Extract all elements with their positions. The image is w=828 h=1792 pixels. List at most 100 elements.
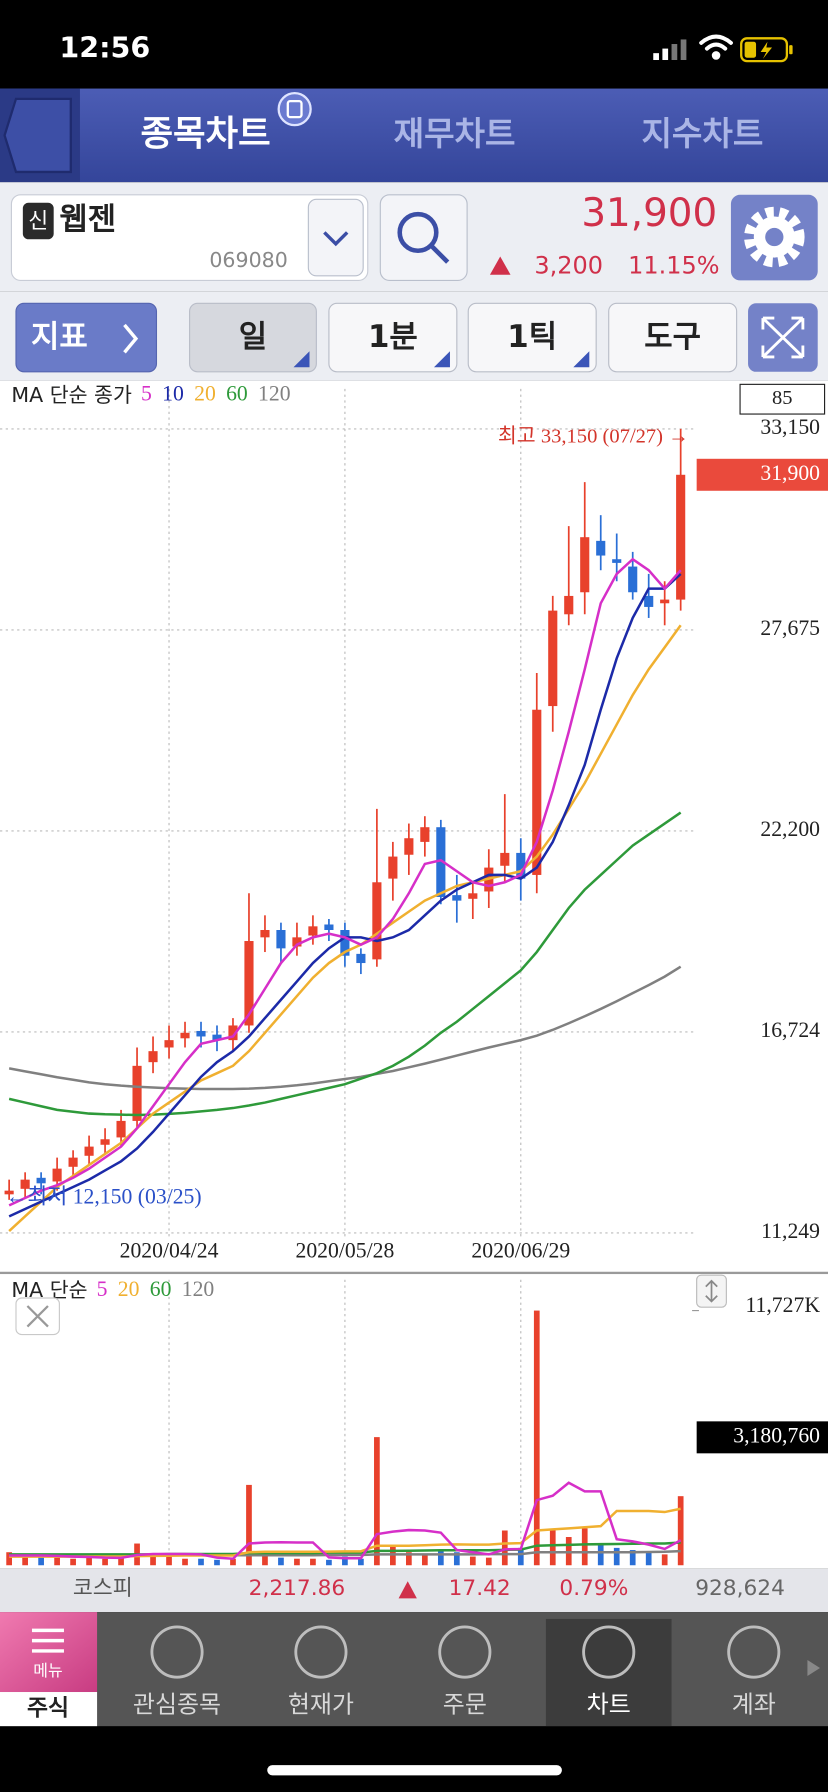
- candle-body: [52, 1168, 62, 1182]
- candle-body: [356, 953, 366, 964]
- volume-bar: [230, 1558, 236, 1566]
- nav-label[interactable]: 관심종목: [133, 1691, 221, 1719]
- nav-icon[interactable]: [727, 1625, 781, 1679]
- candle-body: [660, 599, 670, 604]
- nav-icon[interactable]: [438, 1625, 492, 1679]
- candle-body: [340, 930, 350, 956]
- close-icon: [26, 1305, 49, 1328]
- candle-body: [644, 595, 654, 607]
- volume-bar: [469, 1556, 476, 1566]
- resize-icon: [705, 1279, 718, 1303]
- up-triangle: [489, 256, 511, 275]
- ma-line: [9, 1541, 681, 1556]
- tab-badge-icon: [277, 91, 312, 127]
- section-tab[interactable]: [0, 1692, 98, 1727]
- volume-bar: [310, 1558, 316, 1566]
- toolbar-button[interactable]: [189, 302, 317, 373]
- nav-items: 관심종목 현재가 주문 차트 계좌: [133, 1618, 781, 1727]
- toolbar-button[interactable]: [15, 302, 158, 373]
- menu-icon: [31, 1628, 64, 1653]
- toolbar-button[interactable]: [328, 302, 458, 373]
- ma-line: [8, 557, 682, 1207]
- volume-bar: [533, 1310, 540, 1566]
- stock-badge-bg: [22, 202, 54, 240]
- count-label: 85: [772, 387, 793, 409]
- nav-label[interactable]: 주문: [443, 1691, 487, 1719]
- candle-body: [420, 827, 430, 842]
- volume-bar: [182, 1558, 188, 1566]
- legend-entry: 10: [162, 382, 184, 406]
- volume-bar: [581, 1528, 588, 1566]
- candle-body: [436, 827, 446, 897]
- back-arrow: [3, 97, 72, 174]
- stock-change: 3,200: [534, 252, 603, 280]
- status-time: 12:56: [59, 31, 150, 65]
- y-tick-label: 11,249: [761, 1219, 820, 1243]
- candle-body: [612, 559, 622, 563]
- volume-bar: [118, 1556, 124, 1566]
- volume-bar: [358, 1558, 364, 1566]
- candle-body: [388, 856, 398, 879]
- index-volume: 928,624: [695, 1576, 785, 1601]
- y-tick-label: 11,727K: [746, 1293, 821, 1317]
- volume-bar: [262, 1552, 268, 1566]
- volume-bar: [70, 1558, 76, 1566]
- volume-bar: [102, 1558, 108, 1566]
- toolbar-label: 1틱: [507, 319, 557, 355]
- expand-icon: [761, 316, 805, 359]
- toolbar-button[interactable]: [608, 302, 738, 373]
- candle-body: [580, 537, 590, 593]
- legend-entry: 5: [97, 1277, 108, 1301]
- candle-body: [20, 1179, 30, 1189]
- nav-icon[interactable]: [150, 1625, 204, 1679]
- volume-bar: [597, 1543, 604, 1566]
- stock-name: 웹젠: [59, 202, 116, 238]
- candle-body: [516, 852, 526, 879]
- candle-body: [100, 1139, 110, 1145]
- nav-label[interactable]: 현재가: [288, 1691, 354, 1719]
- y-tick-label: 27,675: [760, 616, 820, 640]
- index-bar: [0, 1568, 828, 1613]
- ma-line: [9, 1507, 681, 1558]
- y-tick-label: 33,150: [760, 415, 820, 439]
- search-button[interactable]: [379, 194, 468, 281]
- nav-selected-bg: [545, 1618, 672, 1727]
- tab-active[interactable]: 종목차트: [140, 113, 270, 154]
- candle-body: [372, 882, 382, 960]
- legend-entry: 120: [258, 382, 291, 406]
- index-value: 2,217.86: [249, 1576, 346, 1601]
- candle-body: [564, 595, 574, 615]
- index-change-pct: 0.79%: [559, 1576, 628, 1601]
- tab[interactable]: 재무차트: [394, 114, 516, 153]
- ma-line: [8, 965, 682, 1091]
- section-label: 주식: [27, 1696, 69, 1722]
- volume-bar: [22, 1554, 28, 1566]
- nav-label[interactable]: 계좌: [732, 1691, 776, 1719]
- stock-search-box[interactable]: [10, 194, 369, 281]
- candle-body: [404, 838, 414, 855]
- candle-body: [196, 1030, 206, 1037]
- tab-header: [0, 88, 828, 183]
- tab[interactable]: 지수차트: [641, 114, 763, 153]
- toolbar-button[interactable]: [467, 302, 597, 373]
- candle-body: [132, 1065, 142, 1121]
- candle-body: [212, 1034, 222, 1041]
- nav-label[interactable]: 차트: [587, 1691, 631, 1719]
- stock-dropdown[interactable]: [307, 198, 364, 277]
- candle-body: [180, 1032, 190, 1039]
- current-volume-box: [696, 1421, 828, 1454]
- candle-body: [548, 610, 558, 707]
- candle-body: [228, 1025, 238, 1041]
- toolbar-label: 도구: [644, 319, 701, 355]
- stock-code: 069080: [209, 248, 287, 272]
- low-annotation: ←최저 12,150 (03/25): [6, 1185, 202, 1209]
- candle-body: [308, 926, 318, 936]
- count-box: [739, 383, 826, 415]
- nav-more-arrow[interactable]: [807, 1660, 821, 1677]
- index-name: 코스피: [73, 1576, 133, 1601]
- nav-icon[interactable]: [294, 1625, 348, 1679]
- nav-icon[interactable]: [582, 1625, 636, 1679]
- x-tick-label: 2020/05/28: [295, 1238, 394, 1262]
- volume-bar: [501, 1530, 508, 1566]
